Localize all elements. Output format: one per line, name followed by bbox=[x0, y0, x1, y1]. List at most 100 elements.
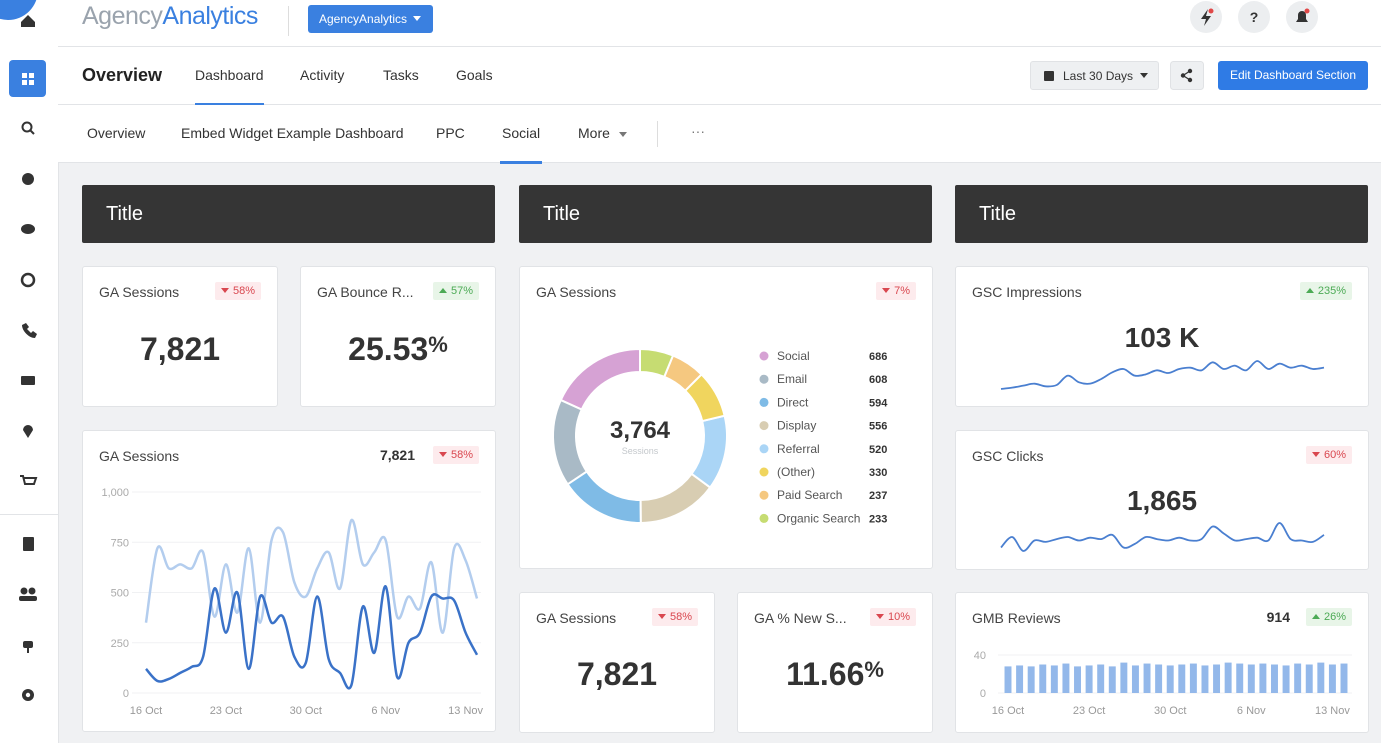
legend-label: Social bbox=[777, 349, 810, 363]
avatar[interactable] bbox=[0, 0, 38, 20]
integrations-icon[interactable] bbox=[23, 641, 33, 648]
sparkline bbox=[1000, 522, 1325, 552]
section-title: Title bbox=[955, 185, 1368, 243]
change-text: 58% bbox=[450, 449, 473, 461]
bar bbox=[1108, 666, 1116, 693]
more-options[interactable]: ··· bbox=[691, 123, 705, 139]
sidebar bbox=[0, 0, 59, 743]
x-tick-label: 30 Oct bbox=[1154, 705, 1186, 717]
bar bbox=[1039, 664, 1047, 693]
kpi-value-wrap: 25.53% bbox=[301, 331, 495, 368]
sub-tab[interactable]: Overview bbox=[87, 125, 146, 141]
nav-tab[interactable]: Activity bbox=[300, 67, 345, 83]
sub-tab[interactable]: Embed Widget Example Dashboard bbox=[181, 125, 404, 141]
calls-icon[interactable] bbox=[22, 323, 37, 338]
kpi-value: 7,821 bbox=[576, 656, 658, 692]
line-series bbox=[1000, 360, 1325, 390]
sub-tab[interactable]: More bbox=[578, 125, 610, 141]
sub-tab[interactable]: PPC bbox=[436, 125, 465, 141]
users-icon[interactable] bbox=[20, 587, 28, 595]
bar bbox=[1224, 662, 1232, 693]
line-series bbox=[144, 518, 479, 634]
donut-segment bbox=[559, 347, 641, 411]
share-button[interactable] bbox=[1170, 61, 1204, 90]
email-icon[interactable] bbox=[21, 376, 35, 385]
donut-segment bbox=[566, 470, 642, 524]
bar bbox=[1294, 663, 1302, 693]
date-range-text: Last 30 Days bbox=[1063, 69, 1134, 83]
bar bbox=[1178, 664, 1186, 693]
change-badge: 10% bbox=[869, 608, 916, 626]
bar bbox=[1143, 663, 1151, 693]
bar bbox=[1340, 663, 1348, 693]
sidebar-icons bbox=[0, 0, 58, 701]
legend-value: 556 bbox=[869, 421, 887, 433]
kpi-card: GA Sessions 58% 7,821 bbox=[82, 266, 278, 407]
sub-tab[interactable]: Social bbox=[500, 105, 543, 164]
bar bbox=[1328, 664, 1336, 693]
change-badge: 58% bbox=[214, 282, 261, 300]
account-name: AgencyAnalytics bbox=[319, 12, 408, 26]
help-button[interactable] bbox=[1238, 1, 1270, 33]
card-title: GSC Impressions bbox=[972, 284, 1082, 300]
legend-value: 520 bbox=[869, 444, 887, 456]
y-tick-label: 500 bbox=[111, 588, 129, 600]
logo-text: Agency bbox=[82, 2, 163, 30]
nav-tab[interactable]: Tasks bbox=[383, 67, 419, 83]
legend-label: Direct bbox=[777, 395, 809, 409]
card-title: GMB Reviews bbox=[972, 610, 1061, 626]
seo-icon[interactable] bbox=[20, 272, 36, 288]
card-title: GA Sessions bbox=[99, 448, 180, 464]
files-icon[interactable] bbox=[23, 537, 34, 551]
bar-chart-card: GMB Reviews 914 26% 0 40 16 Oct 23 Oct 30 Oc… bbox=[955, 592, 1369, 733]
nav-tab[interactable]: Goals bbox=[456, 67, 493, 83]
search-icon[interactable] bbox=[21, 121, 33, 133]
legend-value: 608 bbox=[869, 374, 887, 386]
chat-icon[interactable] bbox=[21, 224, 35, 234]
date-range-button[interactable]: Last 30 Days bbox=[1030, 61, 1159, 90]
legend-swatch bbox=[759, 351, 769, 361]
kpi-value: 11.66 bbox=[786, 656, 865, 692]
legend-label: Paid Search bbox=[777, 488, 842, 502]
card-title: GSC Clicks bbox=[972, 448, 1044, 464]
bar bbox=[1213, 664, 1221, 693]
bar bbox=[1282, 665, 1290, 693]
edit-button[interactable]: Edit Dashboard Section bbox=[1218, 61, 1368, 90]
x-tick-label: 13 Nov bbox=[1315, 705, 1350, 717]
y-tick-label: 1,000 bbox=[101, 487, 129, 499]
legend-value: 330 bbox=[869, 467, 887, 479]
y-tick-label: 250 bbox=[111, 638, 129, 650]
legend-swatch bbox=[759, 490, 769, 500]
kpi-card: GA Bounce R... 57% 25.53% bbox=[300, 266, 496, 407]
home-icon[interactable] bbox=[21, 15, 35, 27]
legend-value: 233 bbox=[869, 513, 887, 525]
bar bbox=[1016, 665, 1024, 693]
donut-segment bbox=[639, 472, 712, 525]
bar bbox=[1236, 663, 1244, 693]
x-tick-label: 16 Oct bbox=[992, 705, 1024, 717]
cart-icon[interactable] bbox=[20, 475, 38, 485]
donut-total: 3,764 bbox=[610, 417, 671, 444]
location-icon[interactable] bbox=[23, 425, 33, 438]
bar bbox=[1050, 665, 1058, 693]
change-text: 10% bbox=[887, 611, 910, 623]
change-badge: 57% bbox=[432, 282, 479, 300]
reports-icon[interactable] bbox=[22, 173, 34, 185]
nav-tab[interactable]: Dashboard bbox=[195, 47, 264, 106]
x-tick-label: 6 Nov bbox=[1237, 705, 1266, 717]
x-tick-label: 13 Nov bbox=[448, 705, 483, 717]
account-dropdown[interactable]: AgencyAnalytics bbox=[308, 5, 433, 33]
top-bar: AgencyAnalytics AgencyAnalytics ? bbox=[58, 0, 1381, 47]
kpi-card: GA % New S... 10% 11.66% bbox=[737, 592, 933, 733]
legend-label: Display bbox=[777, 419, 816, 433]
logo-text: Analytics bbox=[162, 2, 258, 30]
logo[interactable]: AgencyAnalytics bbox=[82, 2, 258, 31]
kpi-value: 7,821 bbox=[139, 331, 221, 367]
legend-swatch bbox=[759, 421, 769, 431]
bar bbox=[1131, 665, 1139, 693]
bar bbox=[1271, 664, 1278, 693]
dashboard-icon[interactable] bbox=[9, 60, 46, 97]
bar bbox=[1189, 663, 1197, 693]
x-tick-label: 23 Oct bbox=[1073, 705, 1105, 717]
legend-label: (Other) bbox=[777, 465, 815, 479]
